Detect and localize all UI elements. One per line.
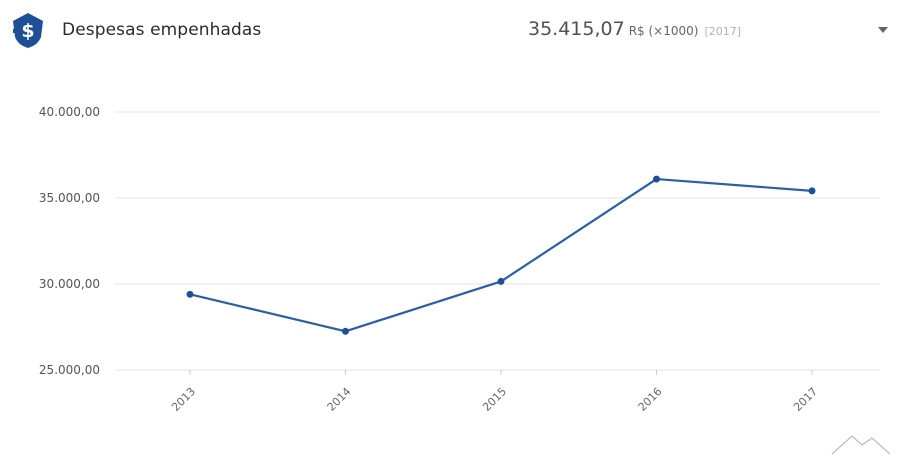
x-tick-label: 2016 — [636, 385, 665, 414]
money-shield-icon: $ — [13, 13, 43, 48]
y-tick-label: 40.000,00 — [39, 105, 100, 119]
series-line — [189, 177, 813, 333]
caret-down-icon[interactable] — [876, 24, 890, 36]
value-unit: R$ (×1000) — [628, 24, 699, 38]
current-value-block: 35.415,07 R$ (×1000) [2017] — [528, 18, 741, 40]
y-tick-label: 35.000,00 — [39, 191, 100, 205]
x-tick-label: 2013 — [169, 385, 198, 414]
data-point[interactable] — [186, 290, 194, 298]
widget-title: Despesas empenhadas — [62, 20, 262, 40]
svg-text:$: $ — [21, 20, 34, 42]
data-point[interactable] — [342, 327, 349, 335]
y-tick-label: 30.000,00 — [39, 277, 100, 291]
line-chart: 25.000,00 30.000,00 35.000,00 40.000,00 201… — [39, 105, 891, 455]
mountain-logo-icon — [831, 435, 891, 455]
value-year: [2017] — [704, 25, 742, 38]
current-value: 35.415,07 — [528, 18, 625, 40]
widget-header: $ Despesas empenhadas 35.415,07 R$ (×1000… — [0, 0, 897, 64]
data-point[interactable] — [497, 277, 505, 285]
data-point[interactable] — [653, 175, 660, 183]
x-tick-label: 2015 — [480, 385, 509, 414]
x-tick-label: 2014 — [325, 385, 354, 414]
y-tick-label: 25.000,00 — [39, 363, 100, 377]
data-point[interactable] — [808, 187, 816, 195]
x-tick-label: 2017 — [791, 385, 820, 414]
